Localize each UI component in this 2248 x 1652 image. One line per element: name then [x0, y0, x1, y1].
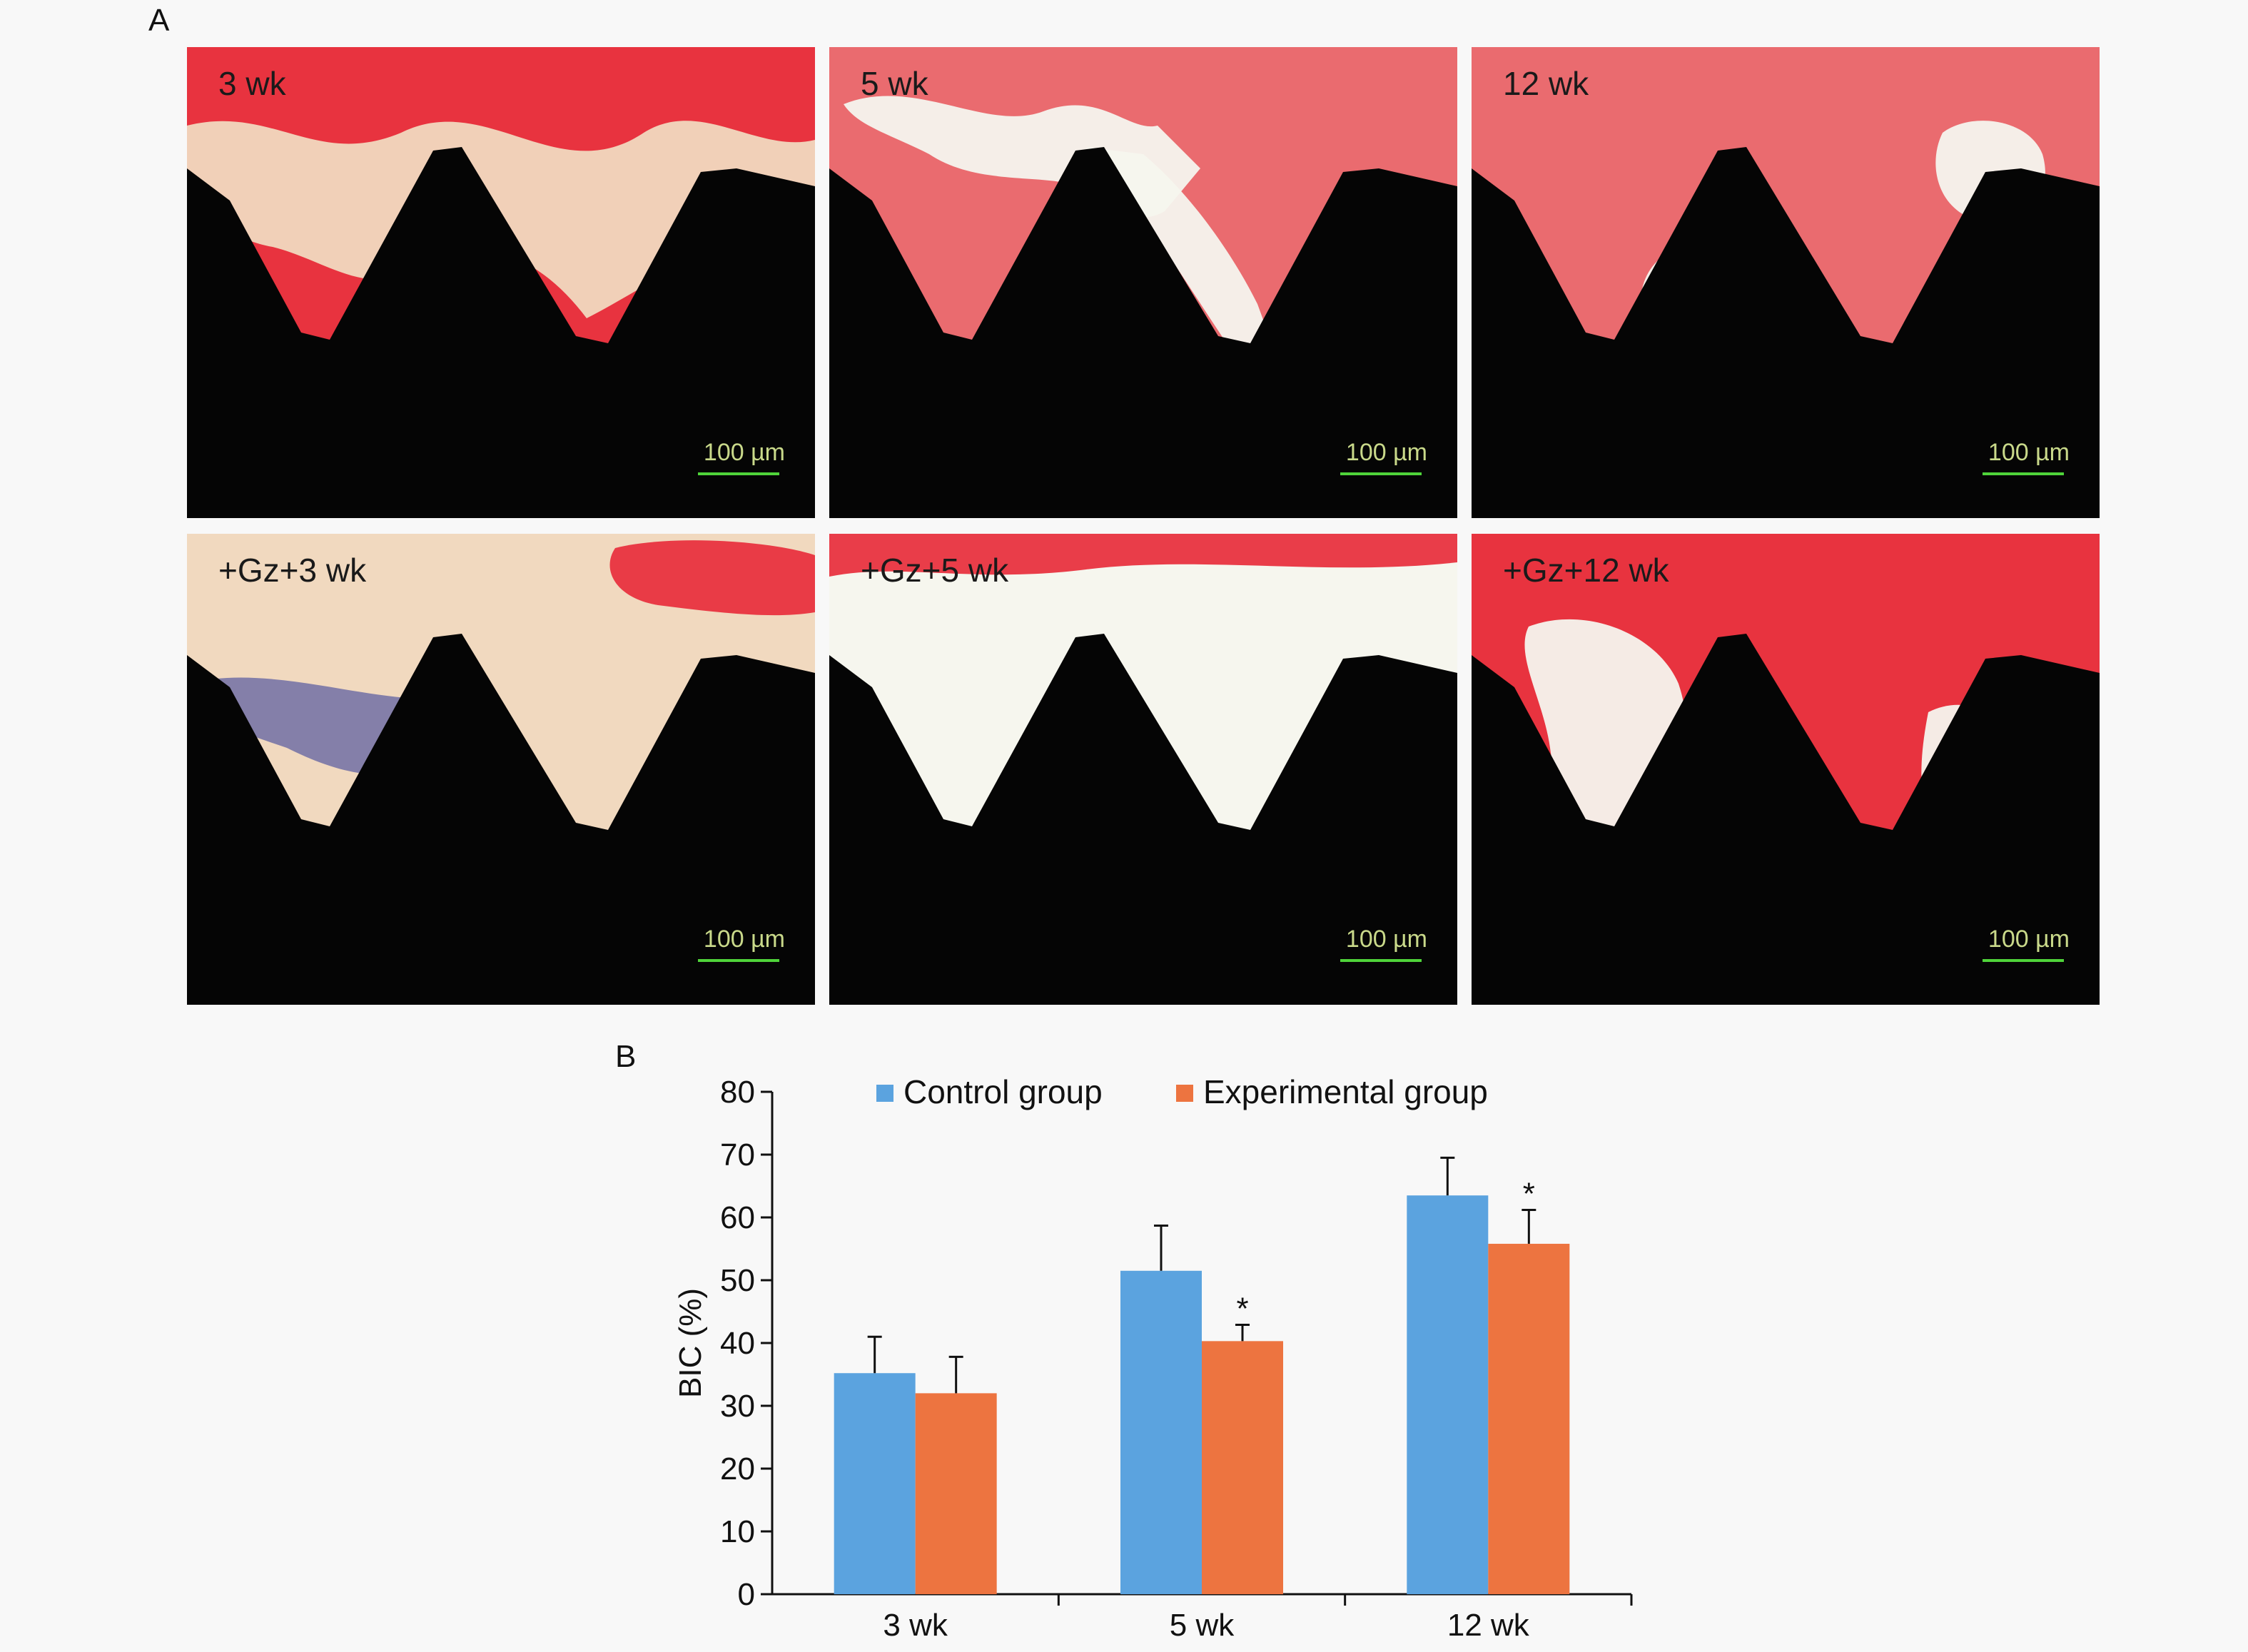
- scale-bar-label: 100 µm: [703, 926, 785, 953]
- micrograph-tile: +Gz+3 wk 100 µm: [187, 534, 815, 1005]
- micrograph-label: +Gz+3 wk: [218, 552, 367, 589]
- scale-bar-label: 100 µm: [1988, 439, 2070, 466]
- y-tick-label: 10: [720, 1514, 755, 1549]
- scale-bar-label: 100 µm: [1345, 926, 1427, 953]
- y-tick-label: 80: [720, 1075, 755, 1110]
- legend-swatch: [1176, 1085, 1193, 1102]
- micrograph-image: [829, 534, 1457, 1005]
- bar-experimental: [1488, 1243, 1570, 1594]
- bar-control: [834, 1373, 916, 1594]
- x-tick-label: 3 wk: [883, 1608, 948, 1643]
- scale-bar-label: 100 µm: [1988, 926, 2070, 953]
- micrograph-label: +Gz+5 wk: [861, 552, 1009, 589]
- micrograph-image: [1472, 47, 2100, 518]
- scale-bar-label: 100 µm: [1345, 439, 1427, 466]
- micrograph-image: [1472, 534, 2100, 1005]
- micrograph-image: [187, 47, 815, 518]
- micrograph-label: 5 wk: [861, 65, 928, 102]
- micrograph-label: +Gz+12 wk: [1503, 552, 1669, 589]
- x-tick-label: 12 wk: [1447, 1608, 1530, 1643]
- y-tick-label: 30: [720, 1389, 755, 1424]
- micrograph-tile: 12 wk 100 µm: [1472, 47, 2100, 518]
- y-tick-label: 50: [720, 1263, 755, 1298]
- panel-label-b: B: [615, 1039, 637, 1074]
- bar-control: [1120, 1270, 1202, 1594]
- bar-control: [1407, 1195, 1489, 1594]
- y-tick-label: 60: [720, 1200, 755, 1235]
- scale-bar: [1340, 472, 1422, 475]
- scale-bar: [1983, 959, 2064, 962]
- legend-swatch: [876, 1085, 893, 1102]
- y-tick-label: 70: [720, 1137, 755, 1172]
- scale-bar: [1983, 472, 2064, 475]
- legend-label: Control group: [903, 1073, 1103, 1110]
- micrograph-tile: 5 wk 100 µm: [829, 47, 1457, 518]
- y-tick-label: 20: [720, 1451, 755, 1486]
- y-tick-label: 0: [738, 1577, 755, 1612]
- micrograph-image: [829, 47, 1457, 518]
- y-axis-label: BIC (%): [673, 1288, 708, 1398]
- scale-bar: [1340, 959, 1422, 962]
- micrograph-image: [187, 534, 815, 1005]
- panel-label-a: A: [148, 3, 170, 38]
- micrograph-tile: +Gz+5 wk 100 µm: [829, 534, 1457, 1005]
- micrograph-tile: 3 wk 100 µm: [187, 47, 815, 518]
- bar-experimental: [915, 1393, 997, 1594]
- micrograph-label: 3 wk: [218, 65, 286, 102]
- scale-bar: [698, 959, 779, 962]
- significance-marker: *: [1523, 1176, 1535, 1211]
- bar-experimental: [1202, 1341, 1283, 1594]
- x-tick-label: 5 wk: [1170, 1608, 1235, 1643]
- micrograph-label: 12 wk: [1503, 65, 1589, 102]
- y-tick-label: 40: [720, 1326, 755, 1361]
- significance-marker: *: [1236, 1291, 1248, 1326]
- scale-bar: [698, 472, 779, 475]
- micrograph-tile: +Gz+12 wk 100 µm: [1472, 534, 2100, 1005]
- legend-label: Experimental group: [1203, 1073, 1488, 1110]
- scale-bar-label: 100 µm: [703, 439, 785, 466]
